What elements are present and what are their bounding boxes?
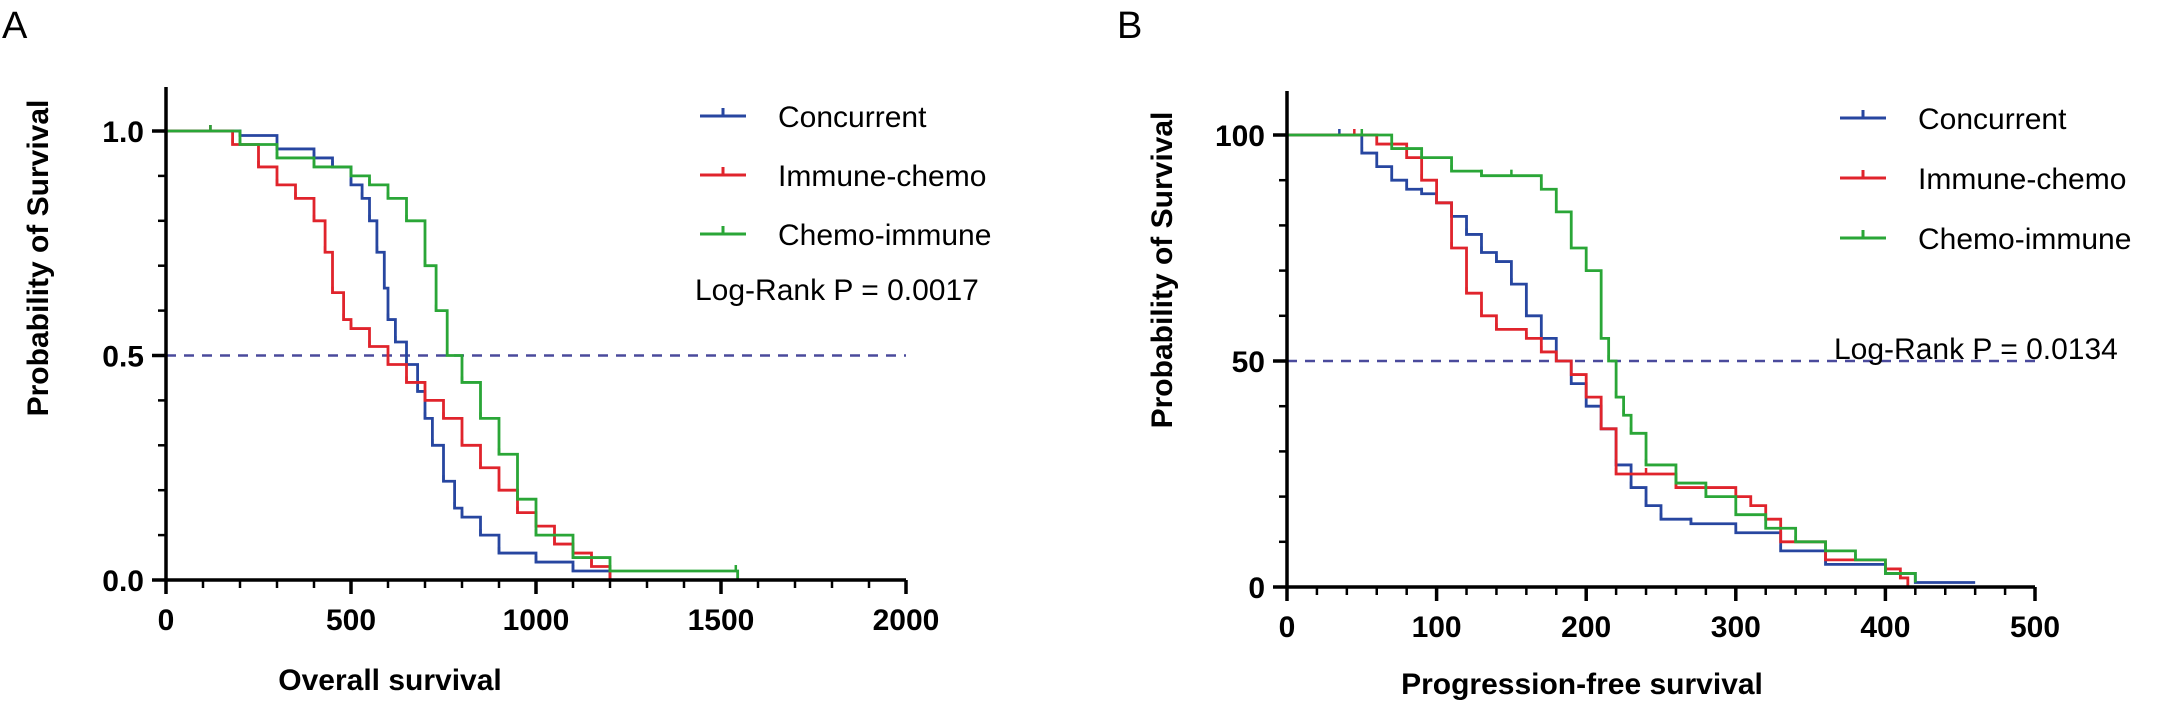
panel-a-axes: 0.0 0.5 1.0 0 500 1000 1500 2000 [102, 87, 939, 637]
panel-b-x-tick-label: 400 [1860, 611, 1910, 644]
panel-b-y-tick-label: 100 [1215, 120, 1265, 153]
panel-b-y-axis-title: Probability of Survival [1146, 112, 1179, 429]
panel-b-axes: 0 50 100 0 100 200 300 400 500 [1215, 91, 2060, 644]
panel-b-curves [1287, 129, 1976, 587]
legend-label-immune-chemo: Immune-chemo [778, 160, 986, 193]
panel-b-logrank-annotation: Log-Rank P = 0.0134 [1834, 333, 2118, 366]
panel-b-x-tick-label: 100 [1412, 611, 1462, 644]
panel-b-x-tick-label: 500 [2010, 611, 2060, 644]
panel-a-y-tick-label: 1.0 [102, 116, 144, 149]
panel-b-x-tick-label: 200 [1561, 611, 1611, 644]
panel-b: B 0 50 100 0 100 200 300 400 500 Progression-fre… [1117, 5, 2131, 701]
panel-a-letter: A [2, 5, 28, 47]
panel-a: A 0.0 0.5 1.0 0 500 1000 1500 2000 Overall surv… [2, 5, 991, 697]
legend-label-immune-chemo: Immune-chemo [1918, 163, 2126, 196]
panel-a-x-tick-label: 0 [158, 604, 175, 637]
panel-a-x-tick-label: 2000 [873, 604, 940, 637]
panel-a-x-tick-label: 1500 [688, 604, 755, 637]
panel-a-legend: Concurrent Immune-chemo Chemo-immune [700, 101, 991, 252]
panel-b-y-tick-label: 0 [1248, 572, 1265, 605]
panel-b-x-tick-label: 0 [1279, 611, 1296, 644]
panel-a-x-axis-title: Overall survival [278, 664, 501, 697]
panel-a-curves [166, 125, 740, 580]
legend-label-concurrent: Concurrent [778, 101, 927, 134]
legend-label-concurrent: Concurrent [1918, 103, 2067, 136]
panel-a-y-axis-title: Probability of Survival [22, 100, 55, 417]
panel-b-letter: B [1117, 5, 1142, 47]
panel-b-x-tick-label: 300 [1711, 611, 1761, 644]
panel-b-y-tick-label: 50 [1232, 346, 1265, 379]
legend-label-chemo-immune: Chemo-immune [1918, 223, 2131, 256]
panel-a-curve-chemo-immune [166, 129, 740, 580]
legend-label-chemo-immune: Chemo-immune [778, 219, 991, 252]
panel-a-x-tick-label: 500 [326, 604, 376, 637]
panel-a-y-tick-label: 0.5 [102, 341, 144, 374]
panel-b-legend: Concurrent Immune-chemo Chemo-immune [1840, 103, 2131, 256]
panel-a-curve-immune-chemo [166, 129, 612, 580]
panel-a-curve-concurrent [166, 129, 612, 580]
panel-b-x-axis-title: Progression-free survival [1401, 668, 1763, 701]
panel-a-x-tick-label: 1000 [503, 604, 570, 637]
panel-b-curve-chemo-immune [1287, 133, 1917, 583]
panel-a-logrank-annotation: Log-Rank P = 0.0017 [695, 274, 979, 307]
panel-a-y-tick-label: 0.0 [102, 565, 144, 598]
